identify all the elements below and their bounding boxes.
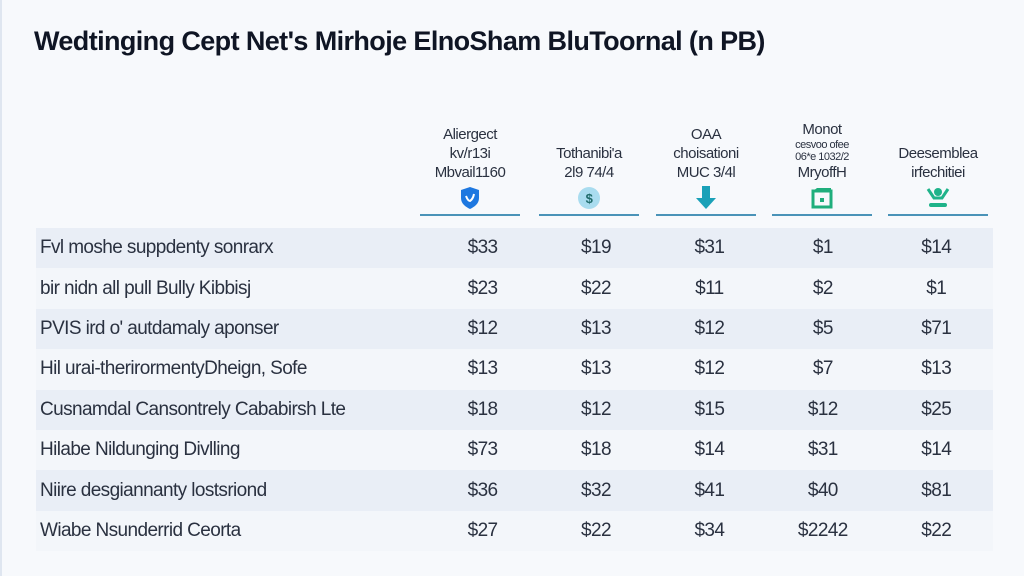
table-cell: $81 <box>921 479 952 501</box>
table-cell: $25 <box>921 398 952 420</box>
header-underline <box>539 214 639 216</box>
data-table: Fvl moshe suppdenty sonrarx $33 $19 $31 $1 $1… <box>36 228 993 552</box>
table-cell: $27 <box>467 519 499 541</box>
table-cell: $12 <box>694 317 725 339</box>
table-cell: $40 <box>807 479 839 501</box>
column-header-text: irfechitiei <box>911 164 965 181</box>
row-name: Hilabe Nildunging Divlling <box>40 439 240 461</box>
building-icon <box>770 182 874 214</box>
table-cell: $1 <box>812 237 834 259</box>
download-arrow-icon <box>654 182 758 214</box>
table-cell: $2 <box>812 277 834 299</box>
table-cell: $34 <box>694 519 725 541</box>
row-name: Hil urai-therirormentyDheign, Sofe <box>40 358 307 380</box>
header-underline <box>888 214 988 216</box>
row-name: Cusnamdal Cansontrely Cababirsh Lte <box>40 398 346 420</box>
shield-icon <box>418 182 522 214</box>
table-row[interactable]: Cusnamdal Cansontrely Cababirsh Lte $18 $1… <box>36 389 993 430</box>
table-cell: $15 <box>694 398 725 420</box>
row-name: bir nidn all pull Bully Kibbisj <box>40 277 251 299</box>
table-cell: $12 <box>694 358 725 380</box>
table-cell: $12 <box>581 398 612 420</box>
table-cell: $11 <box>695 277 724 299</box>
column-header-5[interactable]: Deesemblea irfechitiei <box>886 92 990 216</box>
table-cell: $22 <box>581 277 612 299</box>
row-name: Niire desgiannanty lostsriond <box>40 479 267 501</box>
table-cell: $7 <box>812 358 834 380</box>
column-header-text: Deesemblea <box>898 145 978 162</box>
column-header-text: choisationi <box>673 145 739 162</box>
header-underline <box>420 214 520 216</box>
table-cell: $13 <box>467 358 499 380</box>
table-cell: $12 <box>807 398 839 420</box>
column-header-4[interactable]: Monot cesvoo ofee 06*e 1032/2 MryoffH <box>770 92 874 216</box>
column-header-text: Aliergect <box>443 126 497 143</box>
table-cell: $36 <box>467 479 499 501</box>
column-header-text: cesvoo ofee <box>795 139 849 151</box>
column-header-3[interactable]: OAA choisationi MUC 3/4l <box>654 92 758 216</box>
table-cell: $71 <box>921 317 952 339</box>
table-row[interactable]: Fvl moshe suppdenty sonrarx $33 $19 $31 $1 $1… <box>36 228 993 269</box>
table-cell: $5 <box>812 317 834 339</box>
table-row[interactable]: Niire desgiannanty lostsriond $36 $32 $41 $4… <box>36 470 993 511</box>
dollar-coin-icon: $ <box>537 182 641 214</box>
row-name: PVIS ird o' autdamaly aponser <box>40 317 279 339</box>
table-cell: $18 <box>581 439 612 461</box>
column-header-text: OAA <box>690 126 722 143</box>
table-cell: $14 <box>694 439 725 461</box>
table-row[interactable]: Wiabe Nsunderrid Ceorta $27 $22 $34 $2242 $22 <box>36 510 993 552</box>
column-header-text: MryoffH <box>797 164 847 181</box>
table-cell: $22 <box>581 519 612 541</box>
table-cell: $13 <box>581 317 612 339</box>
table-cell: $12 <box>467 317 499 339</box>
table-cell: $73 <box>467 439 499 461</box>
table-cell: $41 <box>694 479 725 501</box>
table-cell: $14 <box>921 237 952 259</box>
table-cell: $13 <box>921 358 952 380</box>
table-cell: $13 <box>581 358 612 380</box>
column-header-text: 2l9 74/4 <box>564 164 614 181</box>
header-underline <box>656 214 756 216</box>
svg-text:$: $ <box>586 191 594 206</box>
column-header-text: Mbvail1160 <box>434 164 506 181</box>
table-cell: $19 <box>581 237 612 259</box>
table-cell: $18 <box>467 398 499 420</box>
person-icon <box>886 182 990 214</box>
table-cell: $14 <box>921 439 952 461</box>
table-cell: $2242 <box>797 519 848 541</box>
left-border <box>0 0 2 576</box>
column-header-text: Tothanibi'a <box>556 145 622 162</box>
table-cell: $22 <box>921 519 952 541</box>
column-header-text: Monot <box>802 121 842 138</box>
table-row[interactable]: PVIS ird o' autdamaly aponser $12 $13 $12 $5… <box>36 308 993 350</box>
table-cell: $1 <box>926 277 947 299</box>
column-header-text: 06*e 1032/2 <box>795 151 849 163</box>
header-underline <box>772 214 872 216</box>
column-header-text: MUC 3/4l <box>676 164 736 181</box>
column-header-1[interactable]: Aliergect kv/r13i Mbvail1160 <box>418 92 522 216</box>
row-name: Wiabe Nsunderrid Ceorta <box>40 519 241 541</box>
row-name: Fvl moshe suppdenty sonrarx <box>40 237 274 259</box>
table-cell: $31 <box>694 237 725 259</box>
table-row[interactable]: Hilabe Nildunging Divlling $73 $18 $14 $31 $1… <box>36 429 993 471</box>
table-cell: $32 <box>581 479 612 501</box>
table-row[interactable]: Hil urai-therirormentyDheign, Sofe $13 $13… <box>36 349 993 390</box>
table-cell: $23 <box>467 277 499 299</box>
table-cell: $33 <box>467 237 499 259</box>
column-header-text: kv/r13i <box>449 145 491 162</box>
table-row[interactable]: bir nidn all pull Bully Kibbisj $23 $22 $11… <box>36 268 993 309</box>
table-cell: $31 <box>807 439 839 461</box>
page-title: Wedtinging Cept Net's Mirhoje ElnoSham B… <box>34 26 765 56</box>
column-header-2[interactable]: Tothanibi'a 2l9 74/4 $ <box>537 92 641 216</box>
